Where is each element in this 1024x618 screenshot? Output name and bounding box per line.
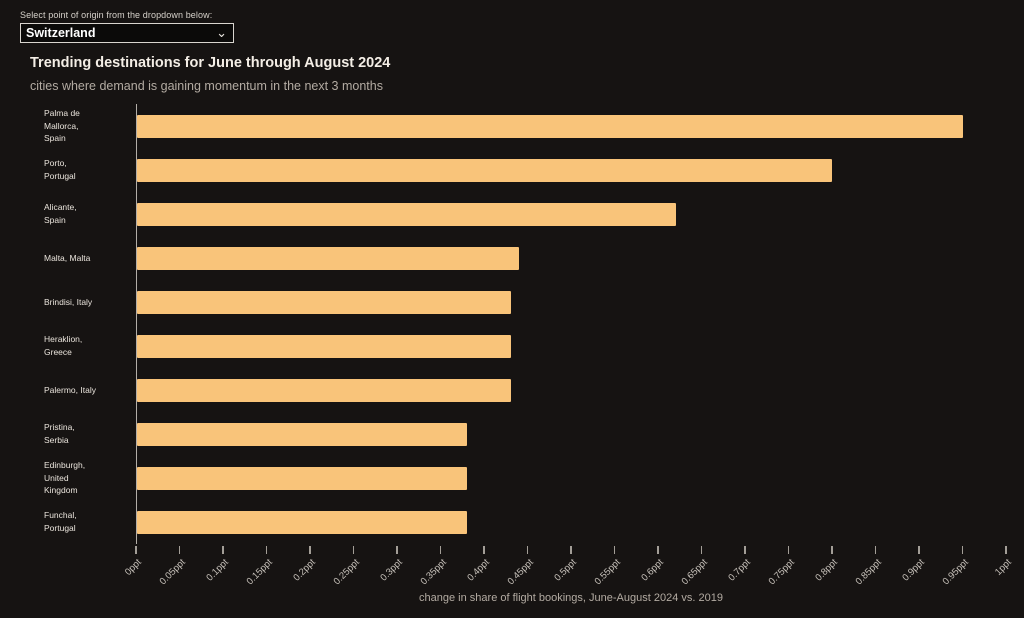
x-axis-tick: [352, 546, 354, 554]
x-axis-tick: [265, 546, 267, 554]
category-label: Alicante, Spain: [44, 202, 77, 225]
origin-select-label: Select point of origin from the dropdown…: [20, 10, 213, 20]
bar-track: [136, 192, 1006, 236]
bar[interactable]: [137, 290, 511, 314]
bar-track: [136, 368, 1006, 412]
bar-track: [136, 456, 1006, 500]
bar[interactable]: [137, 466, 468, 490]
x-axis-caption: change in share of flight bookings, June…: [419, 592, 723, 604]
x-axis-tick: [657, 546, 659, 554]
x-axis-tick: [700, 546, 702, 554]
origin-select-wrapper: Switzerland ⌄: [20, 23, 234, 43]
x-axis-tick: [526, 546, 528, 554]
x-axis-tick: [744, 546, 746, 554]
x-axis-tick: [135, 546, 137, 554]
bar[interactable]: [137, 510, 468, 534]
bar-track: [136, 148, 1006, 192]
x-axis-tick: [874, 546, 876, 554]
bar[interactable]: [137, 202, 676, 226]
bar-row: Pristina, Serbia: [0, 412, 1006, 456]
x-axis-tick: [918, 546, 920, 554]
category-label: Pristina, Serbia: [44, 422, 75, 445]
bar[interactable]: [137, 378, 511, 402]
chart-title: Trending destinations for June through A…: [30, 55, 391, 71]
bar-track: [136, 104, 1006, 148]
bar-track: [136, 324, 1006, 368]
chart-subtitle: cities where demand is gaining momentum …: [30, 79, 383, 93]
bar-row: Palma de Mallorca, Spain: [0, 104, 1006, 148]
bar-track: [136, 236, 1006, 280]
category-label: Palermo, Italy: [44, 384, 96, 395]
x-axis-tick: [483, 546, 485, 554]
category-label: Porto, Portugal: [44, 158, 76, 181]
x-axis-tick: [309, 546, 311, 554]
bar-row: Edinburgh, United Kingdom: [0, 456, 1006, 500]
bar-chart-rows: Palma de Mallorca, Spain Porto, Portugal A…: [0, 104, 1006, 544]
bar[interactable]: [137, 158, 833, 182]
category-label: Funchal, Portugal: [44, 510, 77, 533]
origin-select[interactable]: Switzerland: [20, 23, 234, 43]
bar-row: Porto, Portugal: [0, 148, 1006, 192]
bar[interactable]: [137, 334, 511, 358]
x-axis: 0ppt 0.05ppt 0.1ppt 0.15ppt 0.2ppt 0.25ppt 0.3…: [123, 544, 1014, 590]
bar-row: Palermo, Italy: [0, 368, 1006, 412]
category-label: Malta, Malta: [44, 252, 91, 263]
bar-row: Heraklion, Greece: [0, 324, 1006, 368]
x-axis-tick: [178, 546, 180, 554]
bar-track: [136, 280, 1006, 324]
bar-row: Brindisi, Italy: [0, 280, 1006, 324]
x-axis-tick: [396, 546, 398, 554]
origin-controls: Select point of origin from the dropdown…: [20, 10, 234, 43]
category-label: Palma de Mallorca, Spain: [44, 107, 80, 144]
bar-row: Alicante, Spain: [0, 192, 1006, 236]
x-axis-tick: [222, 546, 224, 554]
x-axis-tick: [613, 546, 615, 554]
bar-row: Malta, Malta: [0, 236, 1006, 280]
x-axis-tick: [439, 546, 441, 554]
bar-track: [136, 500, 1006, 544]
bar-row: Funchal, Portugal: [0, 500, 1006, 544]
category-label: Brindisi, Italy: [44, 296, 93, 307]
x-axis-tick: [570, 546, 572, 554]
x-axis-tick: [787, 546, 789, 554]
x-axis-tick: [961, 546, 963, 554]
bar-track: [136, 412, 1006, 456]
category-label: Edinburgh, United Kingdom: [44, 459, 86, 496]
bar[interactable]: [137, 422, 468, 446]
x-axis-tick: [831, 546, 833, 554]
category-label: Heraklion, Greece: [44, 334, 83, 357]
x-axis-tick: [1005, 546, 1007, 554]
bar[interactable]: [137, 114, 963, 138]
bar[interactable]: [137, 246, 520, 270]
